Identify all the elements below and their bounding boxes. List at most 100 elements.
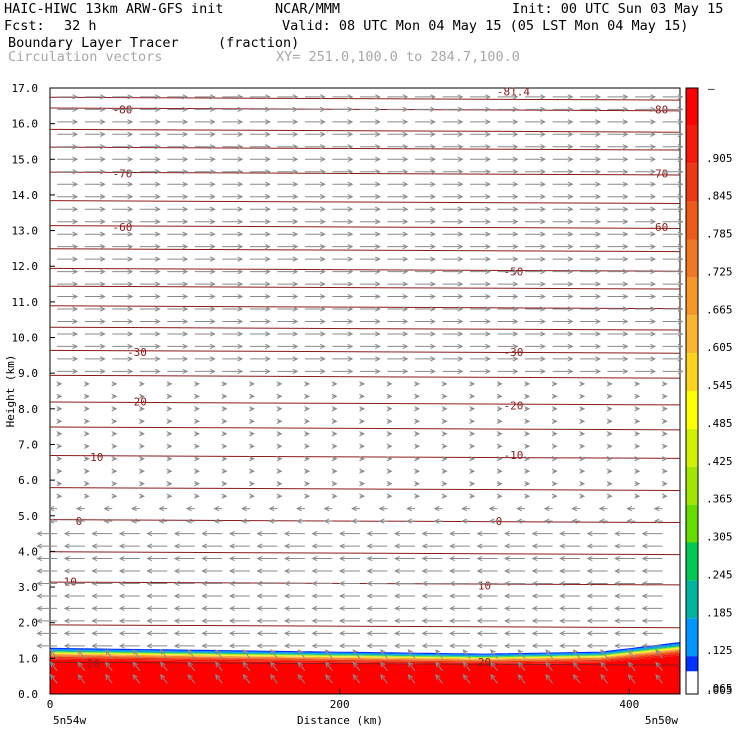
circulation-vector bbox=[607, 181, 629, 187]
colorbar-swatch bbox=[686, 353, 698, 391]
circulation-vector bbox=[366, 618, 388, 624]
circulation-vector bbox=[551, 481, 558, 487]
circulation-vector bbox=[415, 231, 436, 237]
circulation-vector bbox=[470, 256, 491, 262]
circulation-vector bbox=[283, 630, 305, 637]
colorbar-swatch bbox=[686, 580, 698, 619]
circulation-vector bbox=[476, 580, 498, 587]
circulation-vector bbox=[84, 368, 106, 375]
circulation-vector bbox=[268, 506, 278, 512]
circulation-vector bbox=[634, 418, 641, 424]
circulation-vector bbox=[421, 555, 443, 562]
circulation-vector bbox=[222, 181, 244, 187]
circulation-vector bbox=[359, 256, 381, 262]
circulation-vector bbox=[421, 568, 443, 574]
circulation-vector bbox=[359, 468, 366, 474]
circulation-vector bbox=[607, 293, 629, 300]
circulation-vector bbox=[525, 106, 546, 113]
circulation-vector bbox=[249, 456, 255, 462]
circulation-vector bbox=[470, 293, 491, 300]
circulation-vector bbox=[414, 393, 421, 399]
circulation-vector bbox=[166, 406, 173, 412]
circulation-vector bbox=[63, 555, 85, 562]
circulation-vector bbox=[606, 481, 613, 487]
isotherm-line bbox=[49, 401, 681, 406]
circulation-vector bbox=[551, 381, 558, 387]
circulation-vector bbox=[366, 580, 388, 587]
circulation-vector bbox=[470, 106, 491, 113]
circulation-vector bbox=[304, 393, 311, 399]
circulation-vector bbox=[635, 318, 657, 325]
circulation-vector bbox=[222, 293, 244, 300]
circulation-vector bbox=[84, 268, 106, 275]
circulation-vector bbox=[103, 506, 113, 512]
circulation-vector bbox=[414, 381, 421, 387]
circulation-vector bbox=[552, 293, 574, 300]
circulation-vector bbox=[111, 393, 118, 399]
colorbar-label: .005 bbox=[706, 684, 733, 697]
circulation-vector bbox=[214, 661, 223, 672]
circulation-vector bbox=[531, 605, 553, 612]
circulation-vector bbox=[504, 605, 525, 612]
circulation-vector bbox=[386, 393, 393, 399]
circulation-vector bbox=[213, 506, 223, 512]
circulation-vector bbox=[118, 618, 140, 624]
circulation-vector bbox=[331, 431, 338, 437]
circulation-vector bbox=[56, 456, 63, 462]
circulation-vector bbox=[304, 181, 326, 187]
circulation-vector bbox=[496, 493, 503, 499]
circulation-vector bbox=[249, 281, 271, 287]
circulation-vector bbox=[415, 131, 436, 137]
circulation-vector bbox=[222, 106, 244, 113]
isotherm-line bbox=[49, 349, 681, 354]
circulation-vector bbox=[525, 281, 546, 287]
circulation-vector bbox=[201, 543, 223, 549]
circulation-vector bbox=[194, 331, 216, 337]
circulation-vector bbox=[84, 219, 106, 225]
circulation-vector bbox=[552, 94, 574, 100]
circulation-vector bbox=[442, 293, 464, 300]
circulation-vector bbox=[132, 673, 141, 684]
circulation-vector bbox=[414, 418, 421, 424]
contour-label: -60 bbox=[112, 221, 132, 234]
circulation-vector bbox=[504, 618, 525, 624]
circulation-vector bbox=[387, 194, 409, 200]
circulation-vector bbox=[442, 156, 464, 162]
circulation-vector bbox=[249, 169, 271, 175]
circulation-vector bbox=[470, 194, 491, 200]
circulation-vector bbox=[442, 268, 464, 275]
circulation-vector bbox=[387, 119, 409, 125]
circulation-vector bbox=[580, 356, 602, 362]
circulation-vector bbox=[359, 456, 366, 462]
circulation-vector bbox=[167, 219, 189, 225]
circulation-vector bbox=[380, 673, 388, 684]
circulation-vector bbox=[139, 281, 161, 287]
circulation-vector bbox=[441, 381, 448, 387]
circulation-vector bbox=[194, 206, 216, 212]
circulation-vector bbox=[249, 468, 255, 474]
circulation-vector bbox=[48, 506, 58, 512]
circulation-vector bbox=[586, 555, 608, 562]
circulation-vector bbox=[524, 468, 531, 474]
isotherm-line bbox=[49, 248, 681, 253]
circulation-vector bbox=[332, 156, 354, 162]
colorbar-label: .665 bbox=[706, 303, 733, 316]
circulation-vector bbox=[105, 674, 113, 684]
circulation-vector bbox=[194, 468, 200, 474]
circulation-vector bbox=[276, 481, 283, 487]
circulation-vector bbox=[552, 356, 574, 362]
circulation-vector bbox=[332, 281, 354, 287]
circulation-vector bbox=[504, 580, 525, 587]
y-axis-label: Height (km) bbox=[4, 355, 17, 428]
circulation-vector bbox=[531, 618, 553, 624]
circulation-vector bbox=[524, 481, 531, 487]
circulation-vector bbox=[394, 605, 415, 612]
circulation-vector bbox=[387, 268, 409, 275]
circulation-vector bbox=[325, 649, 333, 659]
circulation-vector bbox=[173, 605, 195, 612]
circulation-vector bbox=[268, 518, 278, 524]
circulation-vector bbox=[525, 169, 546, 175]
circulation-vector bbox=[359, 381, 366, 387]
circulation-vector bbox=[662, 256, 684, 262]
isotherm-line bbox=[49, 305, 681, 310]
